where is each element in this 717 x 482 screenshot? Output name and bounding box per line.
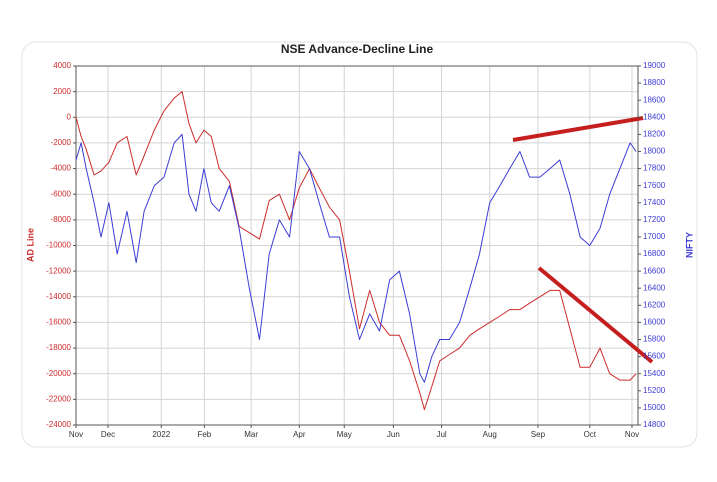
x-tick-label: Apr [293, 430, 306, 439]
y-tick-label: 4000 [53, 61, 71, 70]
chart-title: NSE Advance-Decline Line [281, 42, 434, 56]
y2-tick-label: 17400 [643, 198, 666, 207]
x-tick-label: May [337, 430, 352, 439]
x-tick-label: Dec [101, 430, 115, 439]
grid [75, 65, 638, 426]
y2-tick-label: 16800 [643, 249, 666, 258]
y2-tick-label: 17800 [643, 164, 666, 173]
x-tick-label: 2022 [152, 430, 170, 439]
x-tick-label: Sep [531, 430, 546, 439]
y2-tick-label: 18800 [643, 78, 666, 87]
x-tick-label: Nov [69, 430, 83, 439]
y2-tick-label: 17600 [643, 181, 666, 190]
y2-tick-label: 18600 [643, 95, 666, 104]
x-tick-label: Nov [625, 430, 639, 439]
y2-tick-label: 15800 [643, 335, 666, 344]
y-tick-label: 2000 [53, 87, 71, 96]
trend-annotation [512, 116, 644, 142]
y-tick-label: 0 [67, 112, 72, 121]
y2-tick-label: 16600 [643, 266, 666, 275]
y2-tick-label: 19000 [643, 61, 666, 70]
y2-tick-label: 17200 [643, 215, 666, 224]
y-tick-label: -12000 [46, 266, 71, 275]
y2-tick-label: 18000 [643, 147, 666, 156]
trend-annotation [537, 266, 654, 364]
y-tick-label: -6000 [51, 189, 72, 198]
y2-tick-label: 15600 [643, 352, 666, 361]
y-tick-label: -2000 [51, 138, 72, 147]
x-tick-label: Aug [483, 430, 497, 439]
y2-tick-label: 18400 [643, 112, 666, 121]
data-line [75, 91, 637, 411]
y-axis-label: AD Line [25, 228, 35, 262]
y2-tick-label: 16000 [643, 318, 666, 327]
y2-tick-label: 15000 [643, 403, 666, 412]
x-tick-label: Jun [387, 430, 400, 439]
y-tick-label: -22000 [46, 394, 71, 403]
chart-card [21, 41, 698, 448]
data-line [75, 133, 637, 383]
y-tick-label: -8000 [51, 215, 72, 224]
x-tick-label: Jul [436, 430, 446, 439]
y2-axis-label: NIFTY [684, 232, 694, 258]
y2-tick-label: 15200 [643, 386, 666, 395]
y-tick-label: -18000 [46, 343, 71, 352]
x-tick-label: Oct [584, 430, 597, 439]
y2-tick-label: 16200 [643, 300, 666, 309]
y2-tick-label: 16400 [643, 283, 666, 292]
y2-tick-label: 15400 [643, 369, 666, 378]
y-tick-label: -10000 [46, 241, 71, 250]
y2-tick-label: 17000 [643, 232, 666, 241]
y-tick-label: -20000 [46, 369, 71, 378]
y-tick-label: -24000 [46, 420, 71, 429]
y-tick-label: -14000 [46, 292, 71, 301]
x-tick-label: Mar [244, 430, 258, 439]
series-group [75, 91, 637, 411]
y-tick-label: -16000 [46, 318, 71, 327]
y-tick-label: -4000 [51, 164, 72, 173]
y2-tick-label: 18200 [643, 129, 666, 138]
x-tick-label: Feb [197, 430, 211, 439]
y2-tick-label: 14800 [643, 420, 666, 429]
